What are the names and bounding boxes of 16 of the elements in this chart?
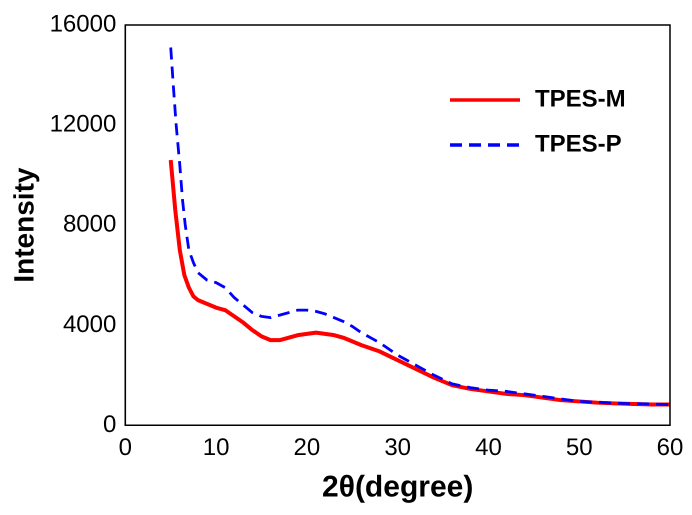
x-tick-label: 60: [656, 434, 684, 462]
x-tick-label: 40: [475, 434, 502, 462]
line-series: [169, 46, 670, 406]
y-axis-title: Intensity: [8, 167, 40, 283]
x-tick-label: 50: [566, 434, 593, 462]
y-tick-label: 4000: [62, 310, 116, 338]
x-axis-title: 2θ(degree): [322, 470, 474, 504]
y-tick-label: 16000: [50, 10, 116, 38]
legend-label: TPES-M: [535, 86, 626, 113]
y-tick-label: 0: [102, 410, 116, 438]
x-tick-label: 20: [294, 434, 320, 462]
x-tick-label: 30: [384, 434, 412, 462]
x-tick-label: 10: [202, 434, 230, 462]
legend-label: TPES-P: [535, 130, 622, 158]
y-tick-label: 8000: [62, 210, 116, 238]
y-tick-label: 12000: [50, 110, 116, 138]
